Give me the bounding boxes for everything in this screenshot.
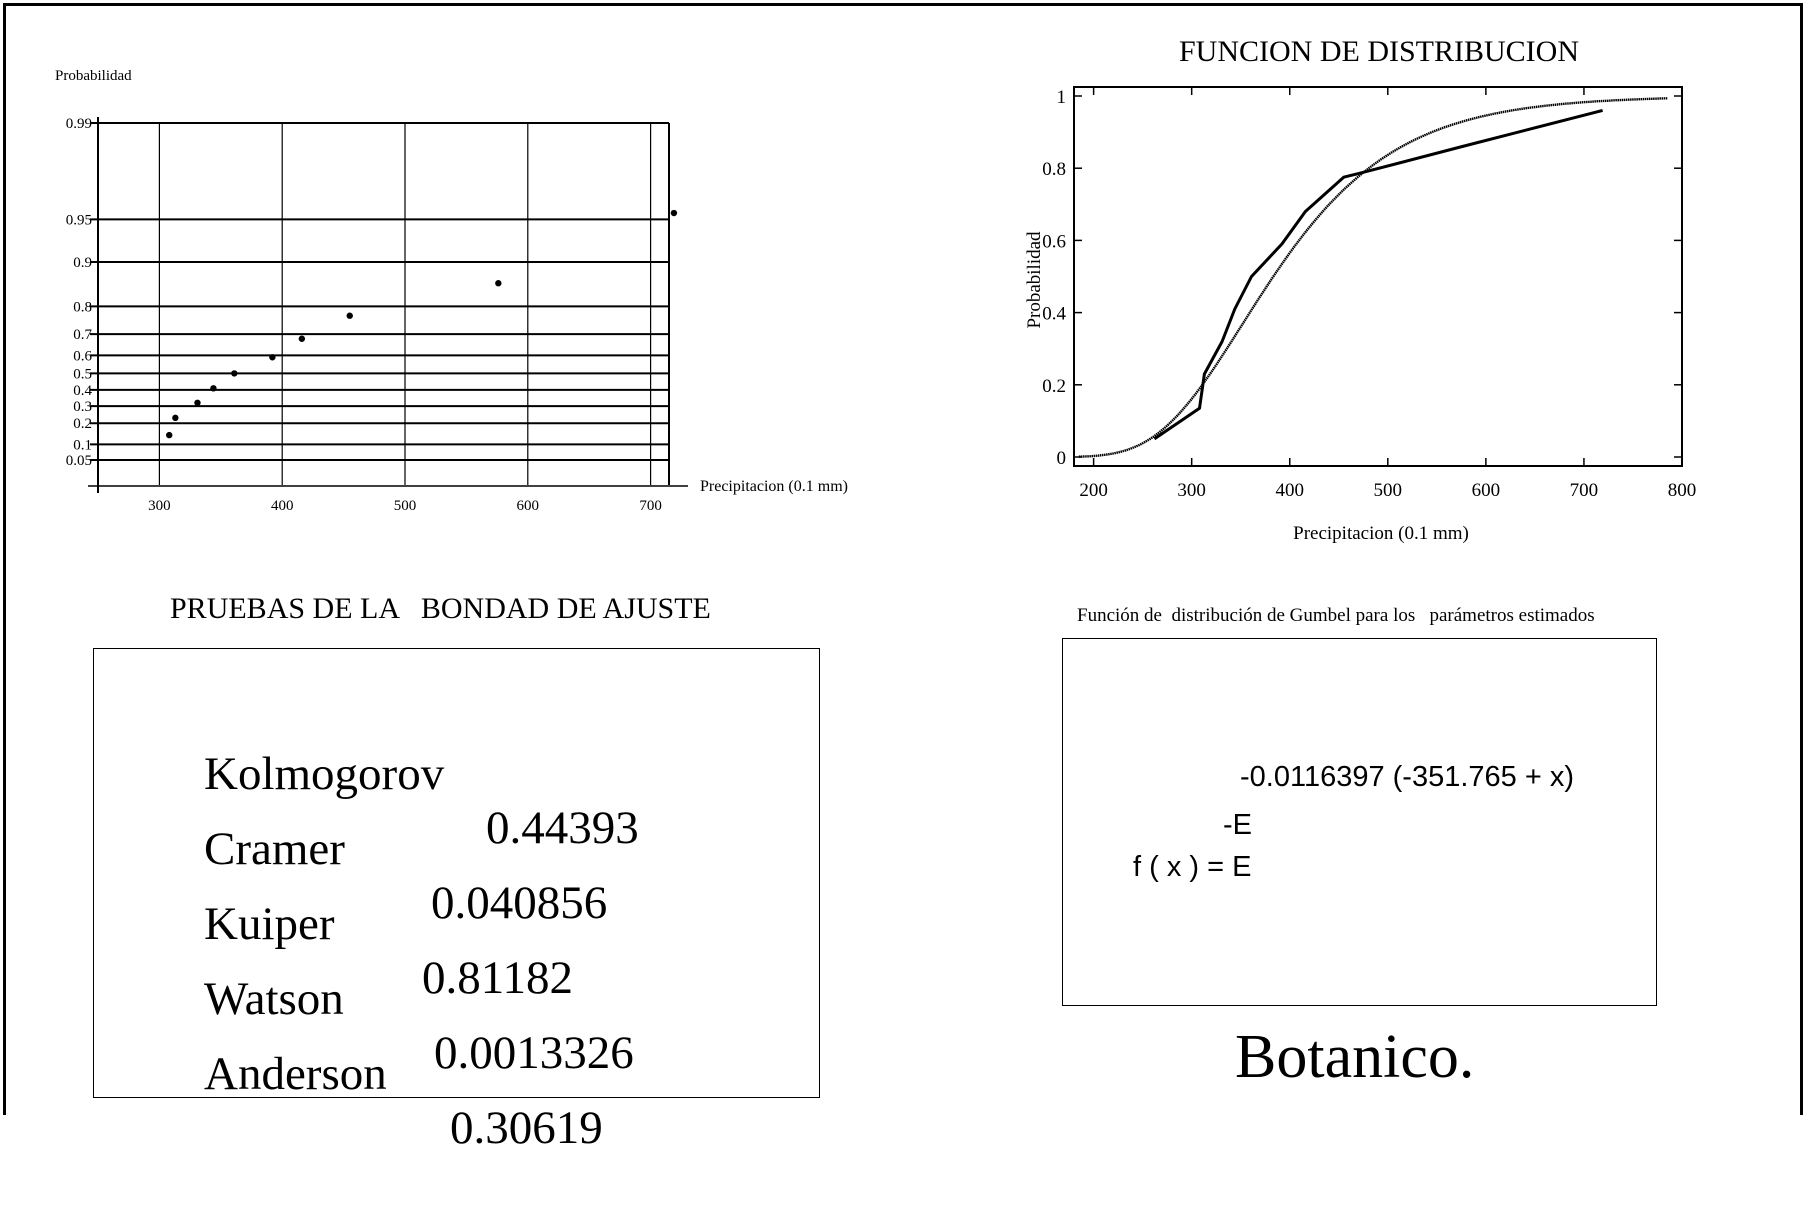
y-tick-label: 1 [1057,87,1067,108]
stat-name: Watson [204,973,344,1025]
data-point [210,385,217,392]
stat-value: 0.0013326 [434,1027,634,1079]
y-tick-label: 0.8 [73,299,92,315]
stat-name: Kuiper [204,898,335,950]
station-name: Botanico. [1235,1023,1475,1091]
gumbel-fit-line [1078,97,1668,458]
x-tick-labels: 300 400 500 600 700 [148,498,662,514]
x-tick-label: 500 [1374,480,1403,501]
stat-value: 0.81182 [422,952,574,1004]
formula-title: Función de distribución de Gumbel para l… [1077,605,1595,626]
x-tick-label: 300 [148,498,171,514]
x-tick-label: 800 [1668,480,1697,501]
x-tick-label: 700 [1570,480,1599,501]
y-tick-label: 0 [1057,448,1067,469]
y-tick-label: 0.4 [73,383,92,399]
data-point [298,335,306,342]
x-axis-label: Precipitacion (0.1 mm) [1293,523,1469,544]
data-point [231,370,238,377]
x-tick-label: 400 [1275,480,1304,501]
stat-value: 0.30619 [450,1102,603,1154]
y-tick-label: 0.4 [1042,304,1066,325]
formula-exponent: -0.0116397 (-351.765 + x) [1240,761,1574,793]
goodness-of-fit-table: Kolmogorov 0.44393 Cramer 0.040856 Kuipe… [93,648,820,1154]
stat-name: Cramer [204,823,345,875]
x-tick-label: 700 [639,498,662,514]
y-axis-label: Probabilidad [55,68,132,84]
y-tick-label: 0.7 [73,327,92,343]
data-point [194,399,201,407]
data-points [166,209,678,439]
stat-row-cramer: Cramer 0.040856 [94,768,607,984]
y-tick-label: 0.5 [73,366,92,382]
stat-row-anderson: Anderson 0.30619 [94,993,603,1209]
series-lines [1078,97,1668,458]
goodness-of-fit-title: PRUEBAS DE LA BONDAD DE AJUSTE [170,592,711,625]
plot-frame [1073,86,1683,467]
y-axis-label: Probabilidad [1024,231,1045,329]
x-tick-label: 400 [271,498,294,514]
y-tick-label: 0.2 [73,416,92,432]
stat-value: 0.44393 [486,802,639,854]
formula-box: -0.0116397 (-351.765 + x) -E f ( x ) = E [1062,638,1657,1006]
formula-negative-e: -E [1223,809,1252,841]
y-tick-label: 0.95 [66,212,92,228]
x-tick-label: 200 [1079,480,1108,501]
y-tick-label: 0.3 [73,399,92,415]
data-point [172,414,179,422]
x-tick-label: 600 [1472,480,1501,501]
chart-title: FUNCION DE DISTRIBUCION [1179,35,1579,68]
tick-labels: 200 300 400 500 600 700 800 0 0.2 0.4 0.6 0.8 1 [1042,87,1696,501]
stat-row-kuiper: Kuiper 0.81182 [94,843,573,1059]
stat-value: 0.040856 [431,877,608,929]
y-tick-labels: 0.99 0.95 0.9 0.8 0.7 0.6 0.50.40.30.2 0.10.05 [66,116,93,469]
x-tick-label: 500 [394,498,417,514]
y-tick-label: 0.2 [1042,376,1066,397]
plot-frame [88,117,688,493]
stat-row-watson: Watson 0.0013326 [94,918,634,1134]
y-tick-label: 0.6 [1042,231,1066,252]
data-point [670,209,678,217]
data-point [495,280,502,287]
page-frame [3,3,1803,1115]
distribution-function-chart: FUNCION DE DISTRIBUCION Probabilidad Pre… [1024,35,1696,544]
data-point [166,431,173,439]
plot-border [1073,86,1683,467]
stat-row-kolmogorov: Kolmogorov 0.44393 [94,693,639,909]
data-point [269,354,276,361]
y-tick-label: 0.8 [1042,159,1066,180]
stat-name: Anderson [204,1048,387,1100]
y-tick-label: 0.1 [73,437,92,453]
x-tick-label: 600 [517,498,540,514]
formula-lhs: f ( x ) = E [1133,851,1252,883]
y-tick-label: 0.6 [73,348,92,364]
stat-name: Kolmogorov [204,748,445,800]
data-point [346,312,353,319]
x-tick-label: 300 [1177,480,1206,501]
probability-paper-chart: Probabilidad Precipitacion (0.1 mm) 0.99… [55,68,848,514]
y-tick-label: 0.9 [73,255,92,271]
y-tick-label: 0.05 [66,453,92,469]
x-axis-label: Precipitacion (0.1 mm) [700,478,848,495]
y-tick-label: 0.99 [66,116,92,132]
empirical-line [1153,108,1603,441]
